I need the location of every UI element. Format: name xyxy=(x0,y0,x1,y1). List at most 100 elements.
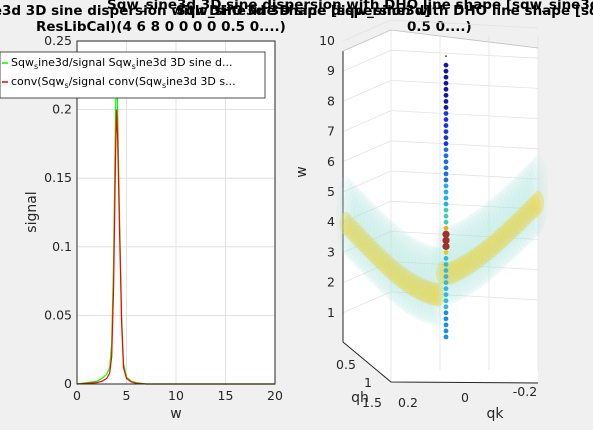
dispersion-band-point xyxy=(346,218,359,243)
grid-3d-line xyxy=(342,291,392,314)
column-point xyxy=(443,213,449,219)
grid-3d xyxy=(342,19,539,384)
dispersion-band-point xyxy=(397,266,410,291)
dispersion-band-point xyxy=(381,253,394,278)
cloud-blob xyxy=(464,212,484,293)
cloud-blob xyxy=(368,208,388,289)
cloud-blob xyxy=(486,194,507,275)
cloud-blob xyxy=(496,185,516,266)
cloud-blob xyxy=(518,164,539,245)
dispersion-band-point xyxy=(528,194,541,219)
legend[interactable]: Sqwsine3d/signal Sqwsine3d 3D sine d... … xyxy=(0,51,266,99)
line-chart: 0 5 10 15 20 0 0.05 0.1 0.15 0.2 0.25 w signal Sqw… xyxy=(0,33,283,422)
column-point xyxy=(443,298,449,304)
grid-3d-line xyxy=(390,110,539,119)
legend-box xyxy=(0,51,266,99)
column-point xyxy=(443,147,449,153)
y-tick-label: 0.2 xyxy=(52,102,72,117)
cloud-blob xyxy=(505,176,526,257)
cloud-blob xyxy=(384,223,404,304)
x-tick-label: 10 xyxy=(168,388,184,403)
dispersion-band-point xyxy=(500,221,512,246)
x-tick-label: 15 xyxy=(218,388,234,403)
dispersion-band-point xyxy=(410,275,423,300)
cloud-blob xyxy=(528,154,548,235)
cloud-blob xyxy=(524,158,545,239)
dispersion-band-point xyxy=(509,212,522,237)
dispersion-band-point xyxy=(484,236,496,261)
dispersion-cloud xyxy=(336,154,548,327)
z-tick-label: 9 xyxy=(327,63,335,78)
column-point xyxy=(443,141,449,147)
cloud-blob xyxy=(502,179,523,260)
cloud-blob xyxy=(339,178,360,259)
column-point xyxy=(443,165,449,171)
y-tick-label: 0.05 xyxy=(44,307,72,322)
point-column xyxy=(442,55,450,340)
dispersion-band-point xyxy=(458,254,471,279)
dispersion-band-point xyxy=(487,233,500,258)
cloud-blob xyxy=(390,228,411,309)
column-point xyxy=(443,328,449,334)
dispersion-band-point xyxy=(461,252,474,277)
cloud-blob xyxy=(515,167,536,248)
column-point xyxy=(443,268,449,273)
cloud-blob xyxy=(345,185,366,266)
z-tick-label: 5 xyxy=(327,184,335,199)
cloud-blob xyxy=(492,188,513,269)
grid-3d-line xyxy=(342,261,392,283)
qh-tick-label: 1.5 xyxy=(362,395,382,410)
dispersion-band-point xyxy=(445,260,458,285)
cloud-blob xyxy=(419,244,440,325)
grid-3d-line xyxy=(390,80,539,89)
column-point xyxy=(442,242,450,250)
dispersion-band-point xyxy=(372,244,384,269)
cloud-blob xyxy=(483,197,504,278)
axes-3d-frame xyxy=(342,51,539,384)
cloud-blob xyxy=(444,223,465,304)
dispersion-band-point xyxy=(471,245,484,270)
z-tick-label: 6 xyxy=(327,154,335,169)
column-point xyxy=(443,304,449,310)
grid-3d-line xyxy=(342,231,392,253)
column-point xyxy=(443,105,449,110)
column-point xyxy=(443,183,449,189)
column-point xyxy=(443,274,449,279)
dispersion-band-point xyxy=(516,206,528,231)
dispersion-band-point xyxy=(404,271,416,296)
cloud-blob xyxy=(467,209,488,290)
cloud-blob xyxy=(409,240,430,321)
cloud-blob xyxy=(348,188,369,269)
grid-3d-line xyxy=(390,140,539,150)
qh-tick-label: 0.5 xyxy=(336,357,356,372)
dispersion-band-point xyxy=(426,281,439,306)
qk-axis-label: qk xyxy=(487,406,505,422)
cloud-blob xyxy=(358,198,379,279)
qk-tick-label: -0.2 xyxy=(513,384,537,399)
z-tick-label: 3 xyxy=(327,244,335,259)
left-title-line2: ResLibCal)(4 6 8 0 0 0 0 0.5 0....) xyxy=(36,19,286,35)
cloud-blob xyxy=(451,220,472,301)
dispersion-band-point xyxy=(442,260,455,285)
grid-3d-line xyxy=(342,80,392,102)
cloud-blob xyxy=(422,245,443,326)
dispersion-band-point xyxy=(407,273,420,298)
dispersion-band-point xyxy=(429,282,442,307)
grid-3d-line xyxy=(390,291,539,301)
column-point xyxy=(443,310,449,316)
cloud-blob xyxy=(393,230,414,311)
y-tick-label: 0.15 xyxy=(44,170,72,185)
column-point xyxy=(443,111,449,116)
column-point xyxy=(443,177,449,183)
column-point xyxy=(443,99,449,104)
column-point xyxy=(443,286,449,292)
dispersion-band-point xyxy=(359,231,372,256)
z-tick-label: 1 xyxy=(327,305,335,320)
dispersion-band-point xyxy=(455,256,468,281)
grid-3d-line xyxy=(342,19,392,42)
dispersion-band-point xyxy=(352,224,365,249)
dispersion-band-point xyxy=(464,250,477,275)
dispersion-band-point xyxy=(436,260,448,285)
dispersion-band-point xyxy=(432,282,445,307)
column-point xyxy=(443,92,449,98)
